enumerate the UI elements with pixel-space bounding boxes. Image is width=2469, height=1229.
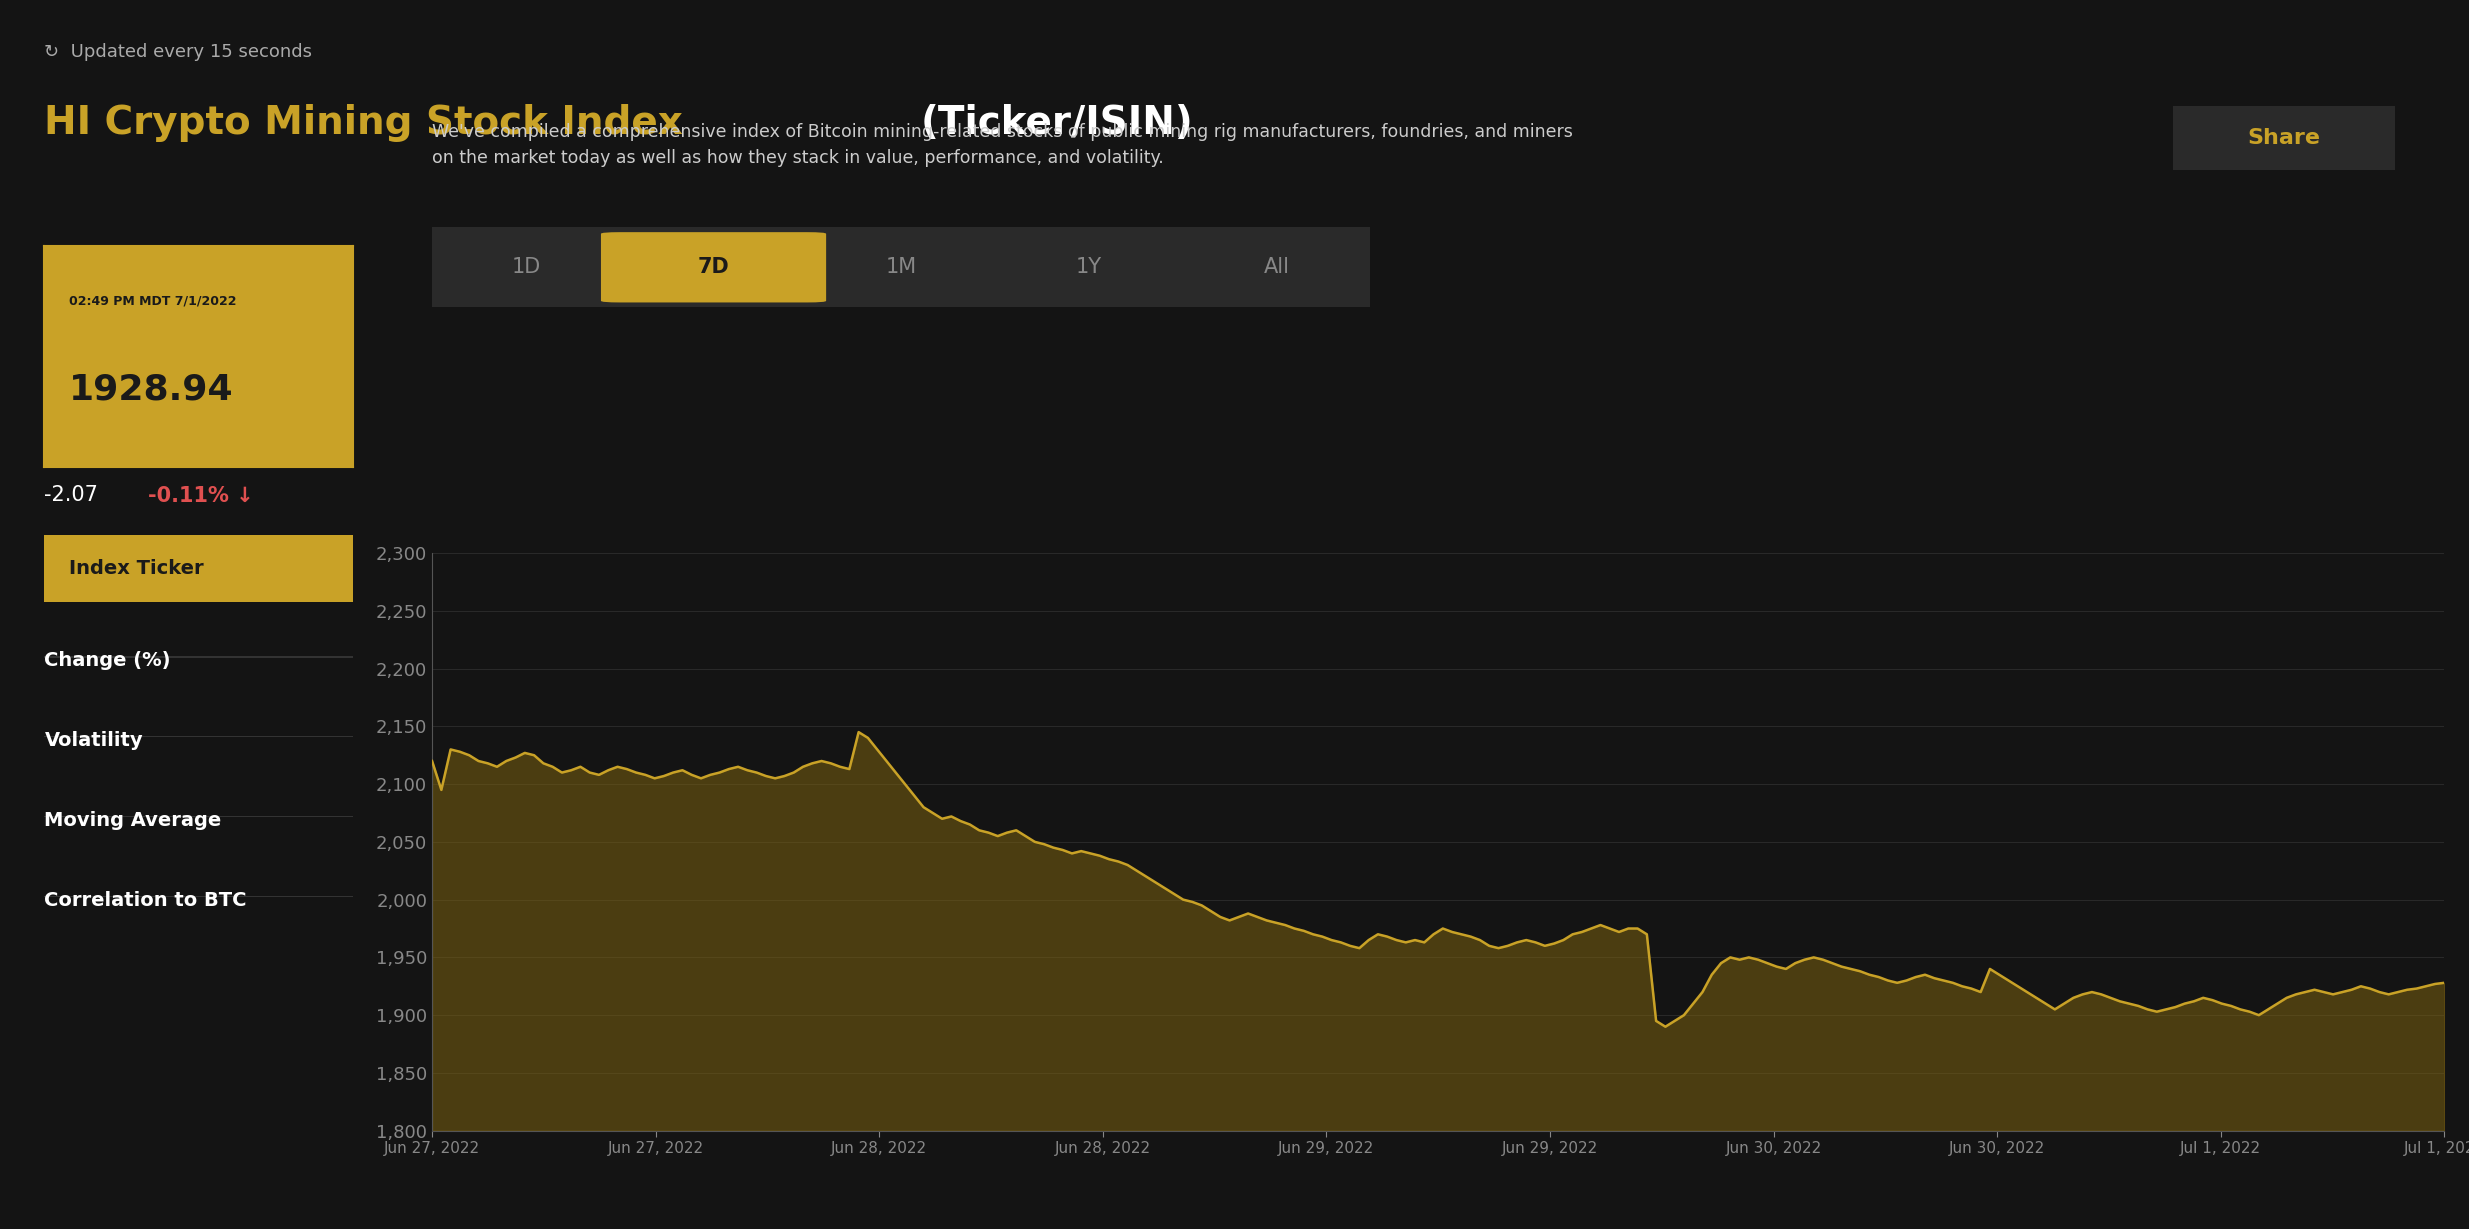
Text: 02:49 PM MDT 7/1/2022: 02:49 PM MDT 7/1/2022 xyxy=(69,295,237,307)
FancyBboxPatch shape xyxy=(600,232,827,302)
Text: Volatility: Volatility xyxy=(44,731,143,750)
Text: We've compiled a comprehensive index of Bitcoin mining-related stocks of public : We've compiled a comprehensive index of … xyxy=(432,123,1573,167)
Text: Change (%): Change (%) xyxy=(44,651,170,670)
Text: 1M: 1M xyxy=(886,257,916,278)
Text: HI Crypto Mining Stock Index: HI Crypto Mining Stock Index xyxy=(44,104,696,143)
Text: Moving Average: Moving Average xyxy=(44,811,222,830)
Text: -0.11% ↓: -0.11% ↓ xyxy=(148,485,254,505)
Text: 1Y: 1Y xyxy=(1076,257,1101,278)
Text: All: All xyxy=(1264,257,1289,278)
Text: ↻  Updated every 15 seconds: ↻ Updated every 15 seconds xyxy=(44,43,314,61)
Text: (Ticker/ISIN): (Ticker/ISIN) xyxy=(921,104,1193,143)
Text: Correlation to BTC: Correlation to BTC xyxy=(44,891,247,909)
FancyBboxPatch shape xyxy=(385,224,1417,311)
Text: 7D: 7D xyxy=(699,257,728,278)
Text: 1928.94: 1928.94 xyxy=(69,372,235,407)
Text: 1D: 1D xyxy=(511,257,541,278)
Text: -2.07: -2.07 xyxy=(44,485,99,505)
Text: Share: Share xyxy=(2247,128,2321,147)
Text: Index Ticker: Index Ticker xyxy=(69,559,205,578)
